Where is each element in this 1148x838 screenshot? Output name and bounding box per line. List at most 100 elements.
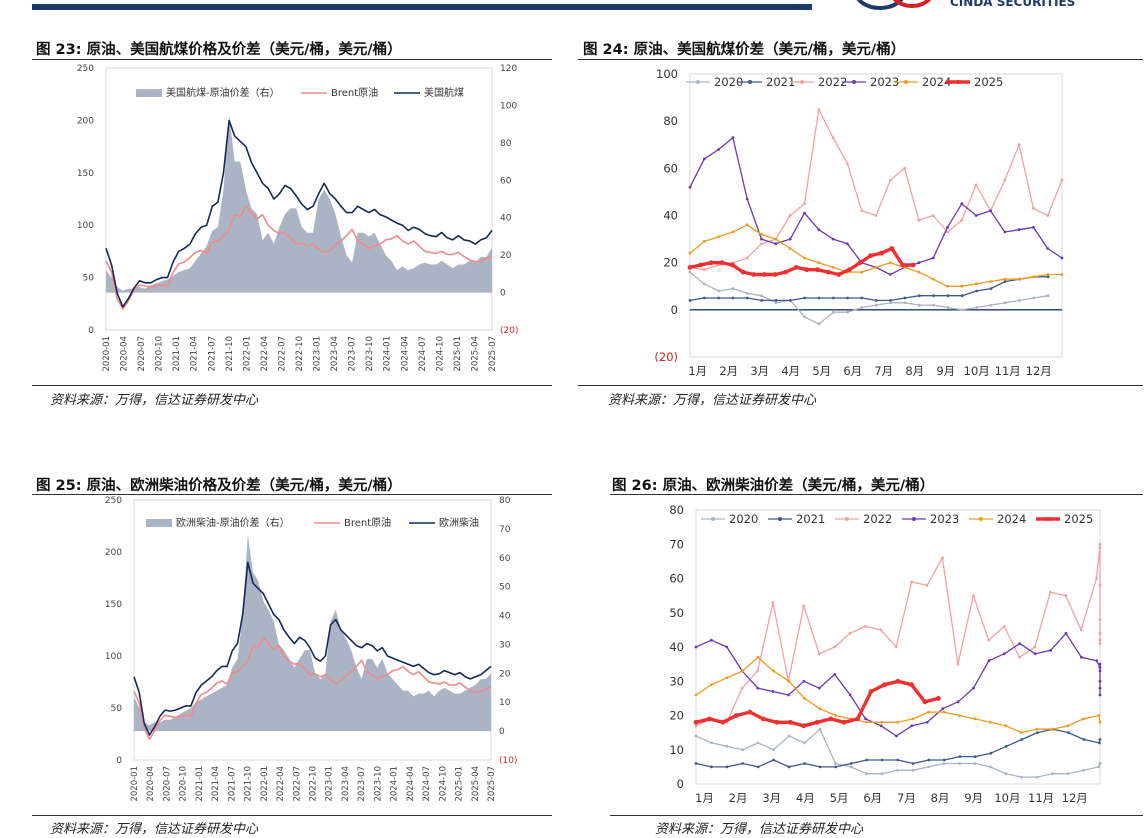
fig26-point-2021	[1004, 744, 1008, 748]
fig26-y-tick: 20	[669, 709, 684, 723]
fig24-point-2025	[825, 269, 831, 275]
fig24-point-2022	[960, 218, 964, 222]
fig23-x-tick: 2023-10	[365, 336, 375, 372]
fig26-legend-2023: 2023	[930, 512, 959, 526]
fig26-point-2022	[864, 625, 867, 628]
fig23-x-tick: 2021-04	[190, 336, 200, 372]
fig26-point-2020	[1035, 775, 1039, 779]
fig24-legend-2025: 2025	[974, 75, 1003, 89]
fig26-x-tick: 9月	[964, 791, 983, 805]
fig26-point-2020	[710, 741, 713, 745]
fig26-y-tick: 0	[677, 777, 684, 791]
fig24-point-2021	[975, 289, 978, 293]
fig24-point-2025	[793, 265, 799, 270]
fig24-point-2022	[745, 256, 749, 260]
fig23-x-tick: 2021-10	[225, 336, 235, 372]
fig26-point-2023	[710, 638, 713, 642]
fig26-point-2022	[1018, 655, 1021, 659]
fig26-point-2022	[848, 631, 852, 635]
fig24-legend-marker-2022	[800, 80, 804, 84]
fig23-yleft-tick: 100	[77, 221, 94, 231]
fig26-point-2021	[1098, 741, 1101, 745]
fig24-y-tick: (20)	[654, 350, 678, 364]
fig23-x-tick: 2020-10	[155, 336, 165, 372]
fig24-point-2022	[1017, 143, 1021, 147]
fig26-point-2020	[911, 768, 915, 772]
brand-logo: CINDA SECURITIES	[856, 0, 1075, 10]
fig24-point-2023	[831, 237, 835, 241]
fig26-point-2020	[787, 734, 791, 738]
fig26-y-tick: 70	[669, 537, 684, 551]
fig24-point-2023	[917, 261, 921, 265]
fig23-spread-area	[106, 114, 492, 293]
fig24-point-2021	[717, 296, 721, 300]
fig24-point-2020	[760, 294, 763, 298]
fig23-yright-tick: 40	[500, 214, 512, 224]
fig24-point-2022	[860, 209, 864, 213]
fig24-point-2020	[1032, 296, 1036, 300]
brand-text: CINDA SECURITIES	[950, 0, 1075, 9]
fig26-point-2022	[956, 662, 960, 666]
fig24-point-2020	[1046, 294, 1050, 298]
fig24-y-tick: 80	[663, 114, 678, 128]
fig24-point-2023	[788, 237, 792, 241]
fig24-point-2021	[760, 299, 763, 302]
fig26-point-2024	[1097, 714, 1101, 717]
fig23-x-tick: 2022-07	[277, 336, 287, 372]
fig24-point-2024	[960, 284, 964, 288]
fig23-x-tick: 2022-01	[242, 336, 252, 372]
fig25-yright-tick: 20	[499, 669, 511, 679]
fig24-x-tick: 4月	[781, 364, 800, 378]
fig24-x-tick: 3月	[750, 364, 769, 378]
fig25-yleft-tick: 250	[105, 496, 122, 506]
fig23-yright-tick: 100	[500, 101, 517, 111]
fig26-point-2021	[1067, 731, 1070, 734]
fig26-bottom-rule	[610, 815, 1143, 816]
fig24-point-2022	[1060, 178, 1064, 182]
fig26-point-2020	[834, 762, 837, 765]
fig26-point-2022	[1098, 584, 1102, 587]
fig26-point-2025	[882, 682, 887, 688]
fig25-legend-product: 欧洲柴油	[439, 516, 479, 529]
fig24-point-2025	[772, 272, 778, 277]
fig24-point-2024	[874, 266, 878, 269]
fig26-point-2022	[925, 584, 929, 587]
fig26-point-2023	[848, 693, 852, 697]
fig24-series-2022	[689, 108, 1063, 271]
fig26-top-rule	[610, 494, 1143, 495]
fig24-top-rule	[578, 59, 1143, 60]
fig24-legend-2023: 2023	[870, 75, 899, 89]
fig24-point-2025	[889, 246, 895, 251]
fig26-point-2020	[1097, 765, 1101, 769]
fig26-source: 资料来源：万得，信达证券研发中心	[655, 822, 864, 837]
fig24-point-2023	[774, 242, 778, 246]
fig26-point-2024	[818, 707, 822, 711]
fig26-point-2023	[879, 724, 883, 728]
fig26-point-2022	[987, 638, 991, 642]
fig26-point-2024	[880, 720, 884, 724]
fig26-point-2025	[707, 716, 712, 722]
fig24-point-2023	[760, 237, 763, 241]
fig24-point-2023	[888, 273, 892, 276]
fig23-yleft-tick: 200	[77, 116, 94, 126]
fig26-x-tick: 12月	[1062, 791, 1088, 805]
fig26-point-2023	[1095, 659, 1099, 663]
fig26-point-2021	[756, 765, 760, 769]
fig24-point-2021	[960, 294, 964, 298]
fig26-point-2020	[989, 765, 992, 769]
fig26-x-tick: 5月	[830, 791, 849, 805]
fig24-series-2025	[689, 246, 914, 277]
fig26-point-2023	[802, 679, 806, 683]
fig26-point-2023	[1033, 652, 1037, 656]
fig26-legend-2024: 2024	[997, 512, 1026, 526]
fig24-point-2020	[831, 310, 835, 314]
fig26-point-2023	[956, 700, 960, 704]
fig24-point-2022	[760, 242, 763, 246]
fig24-point-2025	[762, 272, 767, 277]
fig26-point-2020	[973, 762, 977, 765]
fig25-yright-tick: 70	[499, 525, 511, 535]
fig26-point-2021	[1082, 738, 1086, 741]
fig26-point-2021	[741, 762, 744, 765]
fig26-y-tick: 60	[669, 572, 684, 586]
fig23-bottom-rule	[32, 385, 552, 386]
